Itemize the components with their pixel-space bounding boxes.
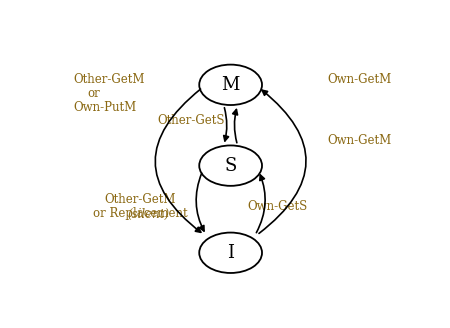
Text: or: or — [88, 87, 100, 100]
Text: Own-GetM: Own-GetM — [328, 134, 392, 147]
Text: (silent): (silent) — [128, 208, 170, 221]
Text: I: I — [227, 244, 234, 262]
Text: M: M — [221, 76, 240, 94]
Text: Own-PutM: Own-PutM — [74, 101, 137, 114]
Text: or Replacement: or Replacement — [93, 207, 187, 220]
Text: Own-GetM: Own-GetM — [328, 73, 392, 86]
Text: Other-GetM: Other-GetM — [74, 73, 145, 86]
Text: S: S — [225, 157, 237, 174]
Text: Other-GetM: Other-GetM — [104, 193, 176, 206]
Text: Own-GetS: Own-GetS — [248, 199, 308, 213]
Text: Other-GetS: Other-GetS — [158, 114, 225, 127]
